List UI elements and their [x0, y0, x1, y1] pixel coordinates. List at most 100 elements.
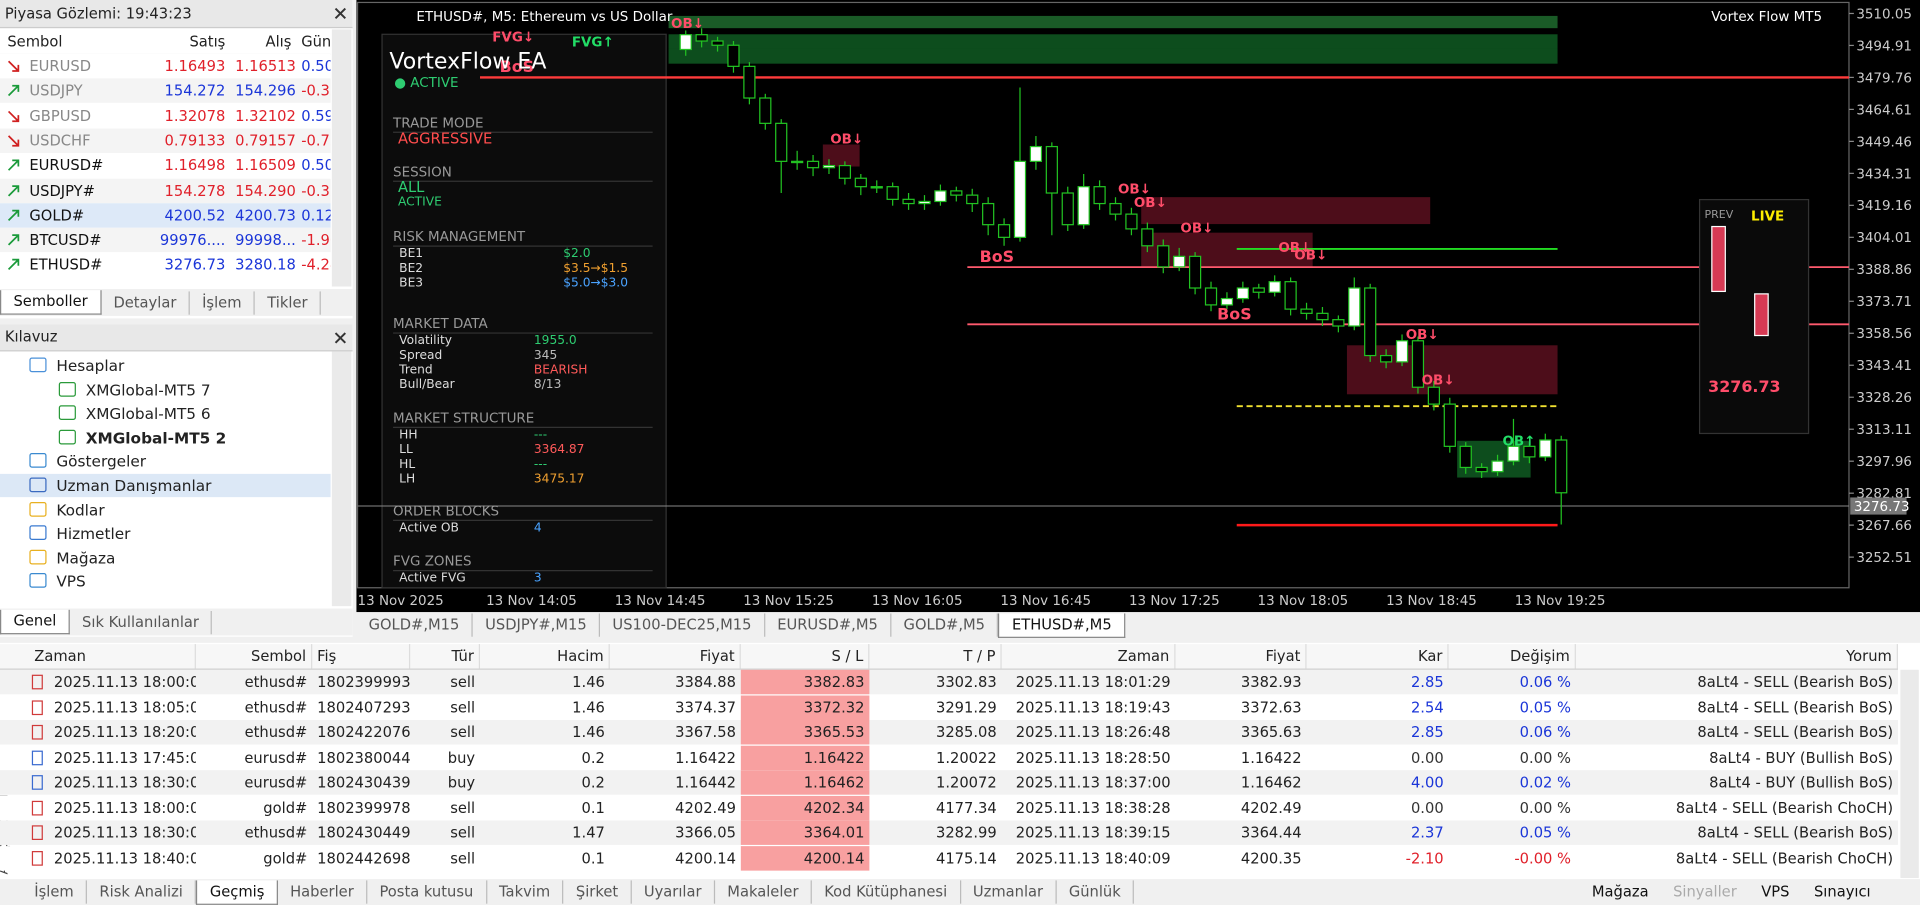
symbol-row[interactable]: GOLD# 4200.52 4200.73 0.12%	[0, 203, 331, 228]
tree-label: Hizmetler	[56, 524, 131, 543]
candle-body	[711, 40, 724, 46]
title: Piyasa Gözlemi: 19:43:23	[4, 4, 192, 23]
tree-item[interactable]: Hizmetler	[0, 522, 331, 545]
tab[interactable]: İşlem	[190, 290, 256, 315]
toolbox-tab[interactable]: Geçmiş	[196, 879, 278, 905]
close-button[interactable]	[334, 332, 346, 344]
zone	[668, 48, 1558, 64]
table-cell: 0.06 %	[1519, 673, 1572, 691]
tab[interactable]: Genel	[0, 609, 70, 635]
chart-tab[interactable]: US100-DEC25,M15	[600, 613, 765, 637]
column-header[interactable]: Fiyat	[610, 644, 741, 669]
toolbox-tab[interactable]: Takvim	[487, 880, 564, 904]
column-header[interactable]: Değişim	[1449, 644, 1576, 669]
table-cell: 4200.35	[1240, 849, 1302, 867]
cell-change: -0.72%	[301, 132, 330, 150]
cell-symbol: EURUSD	[29, 57, 92, 75]
symbol-row[interactable]: USDCHF 0.79133 0.79157 -0.72%	[0, 128, 331, 153]
table-row[interactable]: 2025.11.13 18:00:00 ethusd# 1802399993 sell…	[0, 669, 1898, 695]
chart-tab[interactable]: GOLD#,M5	[891, 613, 999, 637]
toolbox-tab[interactable]: İşlem	[22, 880, 88, 904]
y-tick-label: 3313.11	[1856, 423, 1912, 438]
column-header[interactable]: Yorum	[1576, 644, 1898, 669]
chart-tabs: GOLD#,M15 USDJPY#,M15 US100-DEC25,M15 EURUS…	[356, 612, 1920, 638]
candle-body	[1029, 145, 1043, 162]
toolbox-tab[interactable]: Şirket	[564, 880, 632, 904]
column-header[interactable]: Kar	[1307, 644, 1449, 669]
toolbox-tab[interactable]: Risk Analizi	[87, 880, 197, 904]
toolbox-tab[interactable]: Günlük	[1057, 880, 1135, 904]
symbol-row[interactable]: EURUSD 1.16493 1.16513 0.50%	[0, 53, 331, 79]
toolbox-tab[interactable]: Uzmanlar	[961, 880, 1057, 904]
x-tick-label: 13 Nov 2025	[358, 594, 444, 609]
candle-body	[1236, 287, 1249, 300]
tree-item[interactable]: XMGlobal-MT5 7	[0, 378, 331, 401]
tree-item[interactable]: VPS	[0, 570, 331, 593]
table-row[interactable]: 2025.11.13 18:30:00 ethusd# 1802430449 sell…	[0, 820, 1898, 845]
table-row[interactable]: 2025.11.13 18:40:00 gold# 1802442698 sell 0.…	[0, 845, 1898, 871]
table-row[interactable]: 2025.11.13 18:20:00 ethusd# 1802422076 sell…	[0, 720, 1898, 745]
column-header[interactable]: Sembol	[196, 644, 313, 669]
toolbox-tab[interactable]: Kod Kütüphanesi	[812, 880, 961, 904]
column-header[interactable]: Hacim	[480, 644, 610, 669]
candle-body	[902, 198, 915, 205]
deal-icon	[31, 674, 43, 690]
tree-item[interactable]: XMGlobal-MT5 2	[0, 426, 331, 449]
tab[interactable]: Semboller	[0, 290, 102, 315]
chart-tab[interactable]: GOLD#,M15	[356, 613, 473, 637]
status-item[interactable]: VPS	[1761, 882, 1790, 901]
table-row[interactable]: 2025.11.13 18:05:00 ethusd# 1802407293 sell…	[0, 694, 1898, 720]
column-header[interactable]: Fiyat	[1176, 644, 1307, 669]
column-header[interactable]: Zaman	[1002, 644, 1176, 669]
chart-tab[interactable]: USDJPY#,M15	[473, 613, 601, 637]
close-button[interactable]	[334, 7, 346, 20]
tab[interactable]: Sık Kullanılanlar	[70, 610, 213, 634]
row-label: BE1	[399, 246, 423, 260]
toolbox-tab[interactable]: Makaleler	[715, 880, 812, 904]
toolbox-tab[interactable]: Uyarılar	[632, 880, 716, 904]
symbol-row[interactable]: GBPUSD 1.32078 1.32102 0.59%	[0, 103, 331, 129]
symbol-row[interactable]: USDJPY 154.272 154.296 -0.32%	[0, 78, 331, 104]
table-cell: sell	[450, 798, 476, 817]
symbol-row[interactable]: EURUSD# 1.16498 1.16509 0.50%	[0, 153, 331, 178]
table-cell: 8aLt4 - BUY (Bullish BoS)	[1709, 773, 1894, 792]
tree-item[interactable]: Göstergeler	[0, 450, 331, 473]
tree-item[interactable]: Uzman Danışmanlar	[0, 473, 331, 498]
header-row: Sembol Satış Alış Günlü...	[0, 29, 331, 56]
column-header[interactable]: S / L	[741, 644, 870, 669]
symbol-row[interactable]: ETHUSD# 3276.73 3280.18 -4.24%	[0, 252, 331, 278]
table-cell: 8aLt4 - SELL (Bearish ChoCH)	[1675, 798, 1894, 817]
column-header[interactable]: Zaman	[22, 644, 196, 669]
annotation: BoS	[500, 57, 535, 76]
table-row[interactable]: 2025.11.13 17:45:00 eurusd# 1802380044 buy 0…	[0, 745, 1898, 770]
row-label: LH	[399, 471, 415, 485]
tree-item[interactable]: Hesaplar	[0, 354, 331, 377]
column-header[interactable]: T / P	[869, 644, 1002, 669]
tree-item[interactable]: Mağaza	[0, 546, 331, 569]
chart-tab[interactable]: ETHUSD#,M5	[998, 612, 1126, 638]
tab[interactable]: Tikler	[255, 290, 322, 315]
table-cell: eurusd#	[244, 748, 308, 766]
table-cell: 1802442698	[317, 849, 411, 867]
status-item[interactable]: Sinyaller	[1673, 882, 1737, 901]
table-cell: 1.16422	[740, 745, 870, 770]
status-item[interactable]: Sınayıcı	[1813, 882, 1871, 901]
column-header[interactable]: Fiş	[312, 644, 411, 669]
toolbox-tab[interactable]: Haberler	[278, 880, 368, 904]
table-row[interactable]: 2025.11.13 18:00:00 gold# 1802399978 sell 0.…	[0, 795, 1898, 820]
status-item[interactable]: Mağaza	[1591, 882, 1649, 901]
chart-tab[interactable]: EURUSD#,M5	[765, 613, 892, 637]
column-header[interactable]: Tür	[410, 644, 481, 669]
cell-symbol: USDJPY#	[29, 181, 95, 199]
toolbox-tab[interactable]: Posta kutusu	[367, 880, 487, 904]
tree-item[interactable]: XMGlobal-MT5 6	[0, 402, 331, 425]
table-cell: 0.00	[1410, 748, 1444, 766]
tree-item[interactable]: Kodlar	[0, 498, 331, 521]
tab[interactable]: Detaylar	[101, 290, 190, 315]
table-row[interactable]: 2025.11.13 18:30:00 eurusd# 1802430439 buy 0…	[0, 770, 1898, 795]
symbol-row[interactable]: BTCUSD# 99976.... 99998....-1.90%	[0, 227, 331, 253]
symbol-row[interactable]: USDJPY# 154.278 154.290 -0.32%	[0, 178, 331, 203]
cell-bid: 154.278	[164, 181, 226, 199]
cell-symbol: USDCHF	[29, 132, 91, 150]
